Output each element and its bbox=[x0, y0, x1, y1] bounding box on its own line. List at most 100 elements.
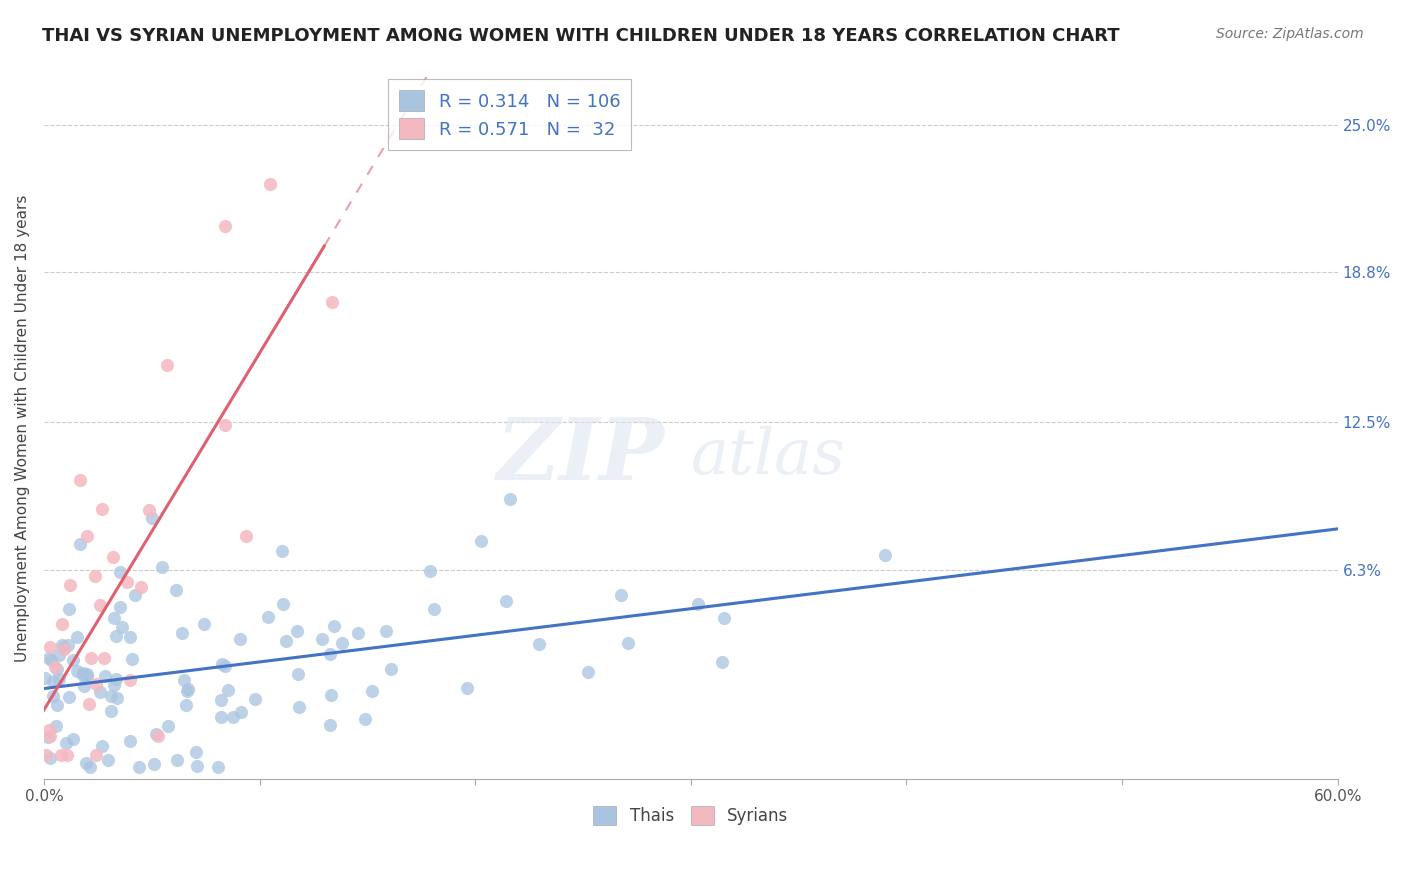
Point bbox=[66, 630, 89, 644]
Point bbox=[166, 753, 188, 767]
Point bbox=[332, 635, 354, 649]
Point bbox=[44, 718, 66, 732]
Point bbox=[105, 673, 128, 687]
Point bbox=[156, 719, 179, 733]
Point bbox=[72, 679, 94, 693]
Point bbox=[89, 599, 111, 613]
Point bbox=[173, 673, 195, 687]
Point bbox=[423, 602, 446, 616]
Point bbox=[527, 637, 550, 651]
Point bbox=[38, 723, 60, 738]
Point bbox=[35, 748, 58, 763]
Point bbox=[686, 597, 709, 611]
Point bbox=[353, 712, 375, 726]
Point bbox=[56, 639, 79, 653]
Point bbox=[39, 653, 62, 667]
Point bbox=[495, 594, 517, 608]
Point bbox=[243, 692, 266, 706]
Point bbox=[259, 178, 281, 192]
Point bbox=[91, 502, 114, 516]
Point bbox=[48, 672, 70, 686]
Point bbox=[84, 677, 107, 691]
Point bbox=[375, 624, 398, 639]
Point bbox=[58, 690, 80, 704]
Point bbox=[69, 473, 91, 487]
Point bbox=[38, 640, 60, 655]
Point bbox=[276, 633, 298, 648]
Point bbox=[347, 626, 370, 640]
Point bbox=[319, 647, 342, 661]
Point bbox=[80, 651, 103, 665]
Point bbox=[118, 630, 141, 644]
Point bbox=[124, 588, 146, 602]
Point bbox=[419, 565, 441, 579]
Y-axis label: Unemployment Among Women with Children Under 18 years: Unemployment Among Women with Children U… bbox=[15, 194, 30, 662]
Point bbox=[58, 601, 80, 615]
Point bbox=[142, 757, 165, 772]
Point bbox=[156, 358, 179, 372]
Point bbox=[89, 685, 111, 699]
Point bbox=[103, 610, 125, 624]
Point bbox=[62, 732, 84, 747]
Point bbox=[710, 655, 733, 669]
Point bbox=[145, 726, 167, 740]
Point bbox=[617, 636, 640, 650]
Point bbox=[51, 616, 73, 631]
Point bbox=[37, 730, 59, 744]
Point bbox=[52, 641, 75, 656]
Point bbox=[576, 665, 599, 680]
Point bbox=[100, 689, 122, 703]
Point bbox=[93, 651, 115, 665]
Point bbox=[209, 693, 232, 707]
Point bbox=[186, 759, 208, 773]
Point bbox=[72, 665, 94, 680]
Point bbox=[256, 609, 278, 624]
Point bbox=[34, 671, 56, 685]
Point bbox=[214, 219, 236, 234]
Point bbox=[150, 559, 173, 574]
Point bbox=[214, 659, 236, 673]
Point bbox=[184, 746, 207, 760]
Point bbox=[177, 681, 200, 696]
Point bbox=[75, 756, 97, 770]
Point bbox=[110, 565, 132, 579]
Point bbox=[97, 753, 120, 767]
Point bbox=[271, 543, 294, 558]
Point bbox=[170, 626, 193, 640]
Point bbox=[69, 537, 91, 551]
Point bbox=[110, 600, 132, 615]
Point bbox=[118, 673, 141, 688]
Point bbox=[66, 665, 89, 679]
Text: ZIP: ZIP bbox=[498, 415, 665, 498]
Point bbox=[105, 691, 128, 706]
Point bbox=[319, 718, 342, 732]
Point bbox=[456, 681, 478, 695]
Point bbox=[39, 751, 62, 765]
Point bbox=[44, 660, 66, 674]
Point bbox=[38, 650, 60, 665]
Point bbox=[222, 710, 245, 724]
Point bbox=[76, 669, 98, 683]
Point bbox=[214, 417, 236, 432]
Point bbox=[322, 619, 344, 633]
Point bbox=[121, 652, 143, 666]
Point bbox=[103, 678, 125, 692]
Point bbox=[211, 657, 233, 672]
Point bbox=[235, 529, 257, 543]
Point bbox=[319, 688, 342, 702]
Point bbox=[287, 666, 309, 681]
Point bbox=[229, 706, 252, 720]
Point bbox=[101, 549, 124, 564]
Point bbox=[380, 662, 402, 676]
Point bbox=[79, 760, 101, 774]
Point bbox=[311, 632, 333, 647]
Point bbox=[271, 597, 294, 611]
Point bbox=[873, 548, 896, 562]
Point bbox=[100, 704, 122, 718]
Point bbox=[713, 610, 735, 624]
Point bbox=[62, 653, 84, 667]
Point bbox=[118, 734, 141, 748]
Point bbox=[229, 632, 252, 646]
Point bbox=[217, 682, 239, 697]
Point bbox=[51, 638, 73, 652]
